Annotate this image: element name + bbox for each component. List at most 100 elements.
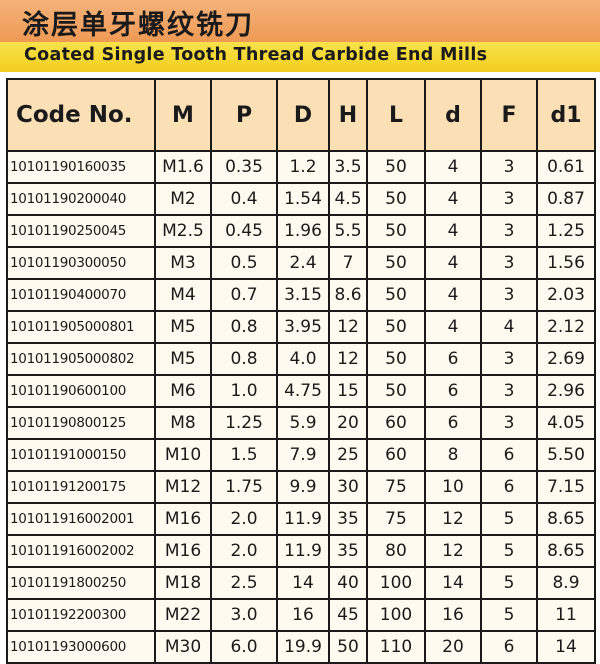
cell-d-upper: 1.96 (276, 214, 330, 248)
cell-m: M2.5 (154, 214, 212, 248)
cell-d-lower: 14 (424, 566, 482, 600)
cell-p: 0.8 (210, 342, 278, 376)
cell-m: M10 (154, 438, 212, 472)
table-row: 10101191800250 M18 2.5 14 40 100 14 5 8.9 (6, 566, 596, 600)
cell-code-no: 10101191200175 (6, 470, 156, 504)
cell-l: 50 (366, 310, 426, 344)
cell-d-upper: 1.54 (276, 182, 330, 216)
cell-d1: 2.12 (536, 310, 596, 344)
cell-h: 45 (328, 598, 368, 632)
table-row: 101011905000801 M5 0.8 3.95 12 50 4 4 2.12 (6, 310, 596, 344)
cell-l: 50 (366, 374, 426, 408)
cell-d-upper: 7.9 (276, 438, 330, 472)
cell-d-upper: 5.9 (276, 406, 330, 440)
cell-f: 3 (480, 246, 538, 280)
cell-p: 3.0 (210, 598, 278, 632)
cell-l: 75 (366, 470, 426, 504)
cell-f: 5 (480, 534, 538, 568)
title-banner: 涂层单牙螺纹铣刀 Coated Single Tooth Thread Carb… (0, 0, 600, 74)
cell-code-no: 10101191000150 (6, 438, 156, 472)
cell-d-lower: 8 (424, 438, 482, 472)
cell-d1: 1.56 (536, 246, 596, 280)
cell-m: M16 (154, 502, 212, 536)
header-d1: d1 (536, 78, 596, 152)
cell-f: 4 (480, 310, 538, 344)
header-d-upper: D (276, 78, 330, 152)
cell-d-upper: 4.75 (276, 374, 330, 408)
cell-p: 1.25 (210, 406, 278, 440)
cell-h: 25 (328, 438, 368, 472)
cell-code-no: 101011905000801 (6, 310, 156, 344)
cell-h: 15 (328, 374, 368, 408)
table-row: 10101190200040 M2 0.4 1.54 4.5 50 4 3 0.87 (6, 182, 596, 216)
cell-d1: 5.50 (536, 438, 596, 472)
table-row: 10101191000150 M10 1.5 7.9 25 60 8 6 5.50 (6, 438, 596, 472)
table-row: 10101190160035 M1.6 0.35 1.2 3.5 50 4 3 0.61 (6, 150, 596, 184)
cell-h: 40 (328, 566, 368, 600)
cell-f: 3 (480, 182, 538, 216)
cell-m: M8 (154, 406, 212, 440)
title-en: Coated Single Tooth Thread Carbide End M… (24, 45, 488, 65)
cell-code-no: 10101193000600 (6, 630, 156, 664)
cell-d1: 2.69 (536, 342, 596, 376)
title-en-bar: Coated Single Tooth Thread Carbide End M… (0, 42, 600, 72)
table-row: 10101192200300 M22 3.0 16 45 100 16 5 11 (6, 598, 596, 632)
cell-d1: 2.03 (536, 278, 596, 312)
cell-m: M2 (154, 182, 212, 216)
cell-d-lower: 16 (424, 598, 482, 632)
cell-m: M1.6 (154, 150, 212, 184)
cell-d-lower: 20 (424, 630, 482, 664)
header-f: F (480, 78, 538, 152)
cell-f: 5 (480, 502, 538, 536)
cell-d-lower: 10 (424, 470, 482, 504)
cell-d-upper: 2.4 (276, 246, 330, 280)
table-row: 10101190250045 M2.5 0.45 1.96 5.5 50 4 3 1.25 (6, 214, 596, 248)
cell-d-lower: 4 (424, 150, 482, 184)
cell-d-upper: 14 (276, 566, 330, 600)
cell-d1: 2.96 (536, 374, 596, 408)
cell-m: M6 (154, 374, 212, 408)
cell-code-no: 10101190250045 (6, 214, 156, 248)
table-body: 10101190160035 M1.6 0.35 1.2 3.5 50 4 3 0.61 1010… (6, 150, 596, 664)
cell-f: 6 (480, 630, 538, 664)
spec-table: Code No. M P D H L d F d1 10101190160035… (6, 78, 596, 664)
cell-l: 50 (366, 150, 426, 184)
table-row: 10101191200175 M12 1.75 9.9 30 75 10 6 7.15 (6, 470, 596, 504)
cell-code-no: 101011916002002 (6, 534, 156, 568)
header-l: L (366, 78, 426, 152)
cell-code-no: 10101190800125 (6, 406, 156, 440)
cell-d-lower: 6 (424, 374, 482, 408)
cell-f: 3 (480, 214, 538, 248)
cell-code-no: 101011905000802 (6, 342, 156, 376)
cell-l: 50 (366, 246, 426, 280)
cell-d-upper: 3.95 (276, 310, 330, 344)
cell-d-upper: 1.2 (276, 150, 330, 184)
table-row: 10101190800125 M8 1.25 5.9 20 60 6 3 4.05 (6, 406, 596, 440)
cell-p: 0.35 (210, 150, 278, 184)
header-h: H (328, 78, 368, 152)
cell-d-lower: 4 (424, 310, 482, 344)
cell-m: M22 (154, 598, 212, 632)
table-row: 10101193000600 M30 6.0 19.9 50 110 20 6 14 (6, 630, 596, 664)
cell-d-upper: 4.0 (276, 342, 330, 376)
header-code-no: Code No. (6, 78, 156, 152)
cell-p: 2.0 (210, 534, 278, 568)
cell-f: 6 (480, 438, 538, 472)
header-row: Code No. M P D H L d F d1 (6, 78, 596, 152)
cell-f: 3 (480, 342, 538, 376)
cell-h: 12 (328, 342, 368, 376)
table-row: 10101190300050 M3 0.5 2.4 7 50 4 3 1.56 (6, 246, 596, 280)
cell-d1: 1.25 (536, 214, 596, 248)
cell-d-lower: 4 (424, 214, 482, 248)
table-row: 10101190400070 M4 0.7 3.15 8.6 50 4 3 2.03 (6, 278, 596, 312)
header-m: M (154, 78, 212, 152)
cell-code-no: 10101190200040 (6, 182, 156, 216)
cell-p: 0.5 (210, 246, 278, 280)
cell-h: 35 (328, 534, 368, 568)
cell-m: M30 (154, 630, 212, 664)
cell-d1: 0.61 (536, 150, 596, 184)
cell-h: 35 (328, 502, 368, 536)
cell-h: 4.5 (328, 182, 368, 216)
cell-f: 5 (480, 598, 538, 632)
title-cn: 涂层单牙螺纹铣刀 (22, 10, 254, 41)
